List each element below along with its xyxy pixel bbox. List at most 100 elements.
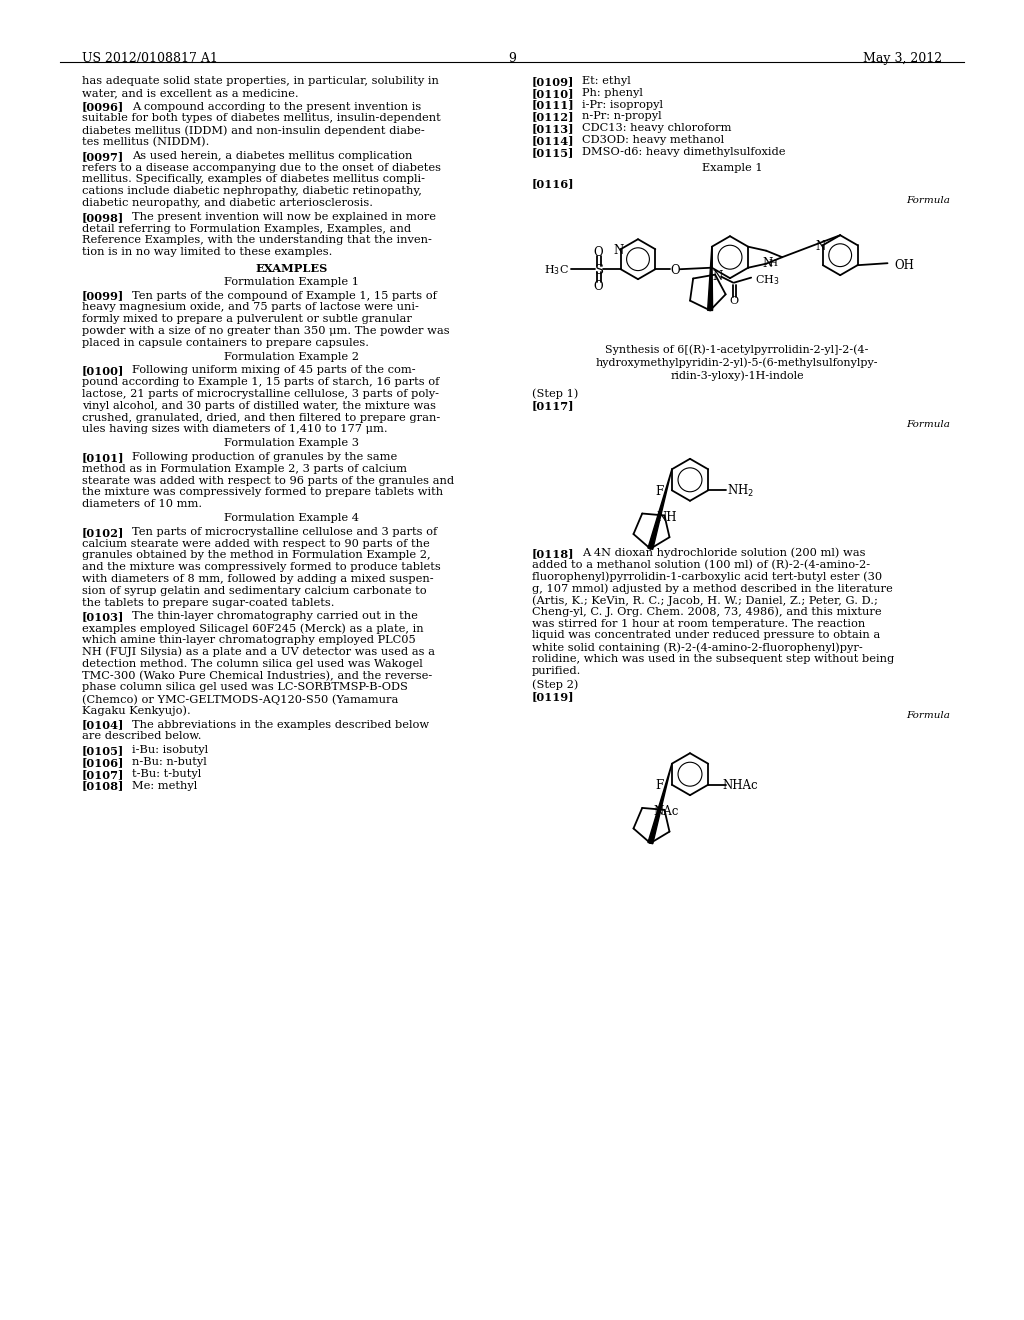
Text: [0108]: [0108] bbox=[82, 780, 124, 792]
Text: has adequate solid state properties, in particular, solubility in: has adequate solid state properties, in … bbox=[82, 77, 439, 86]
Text: May 3, 2012: May 3, 2012 bbox=[863, 51, 942, 65]
Text: tion is in no way limited to these examples.: tion is in no way limited to these examp… bbox=[82, 247, 333, 257]
Text: H$_3$C: H$_3$C bbox=[544, 263, 568, 277]
Text: [0110]: [0110] bbox=[532, 88, 574, 99]
Text: Formula: Formula bbox=[906, 420, 950, 429]
Text: Formulation Example 3: Formulation Example 3 bbox=[224, 438, 359, 449]
Text: Reference Examples, with the understanding that the inven-: Reference Examples, with the understandi… bbox=[82, 235, 432, 246]
Text: tes mellitus (NIDDM).: tes mellitus (NIDDM). bbox=[82, 137, 209, 148]
Text: vinyl alcohol, and 30 parts of distilled water, the mixture was: vinyl alcohol, and 30 parts of distilled… bbox=[82, 401, 436, 411]
Text: hydroxymethylpyridin-2-yl)-5-(6-methylsulfonylpy-: hydroxymethylpyridin-2-yl)-5-(6-methylsu… bbox=[596, 358, 879, 368]
Text: A 4N dioxan hydrochloride solution (200 ml) was: A 4N dioxan hydrochloride solution (200 … bbox=[582, 548, 865, 558]
Text: NH$_2$: NH$_2$ bbox=[727, 483, 754, 499]
Text: A compound according to the present invention is: A compound according to the present inve… bbox=[132, 102, 421, 112]
Text: Kagaku Kenkyujo).: Kagaku Kenkyujo). bbox=[82, 706, 190, 717]
Polygon shape bbox=[708, 247, 713, 310]
Text: Ten parts of the compound of Example 1, 15 parts of: Ten parts of the compound of Example 1, … bbox=[132, 290, 437, 301]
Text: N: N bbox=[613, 244, 624, 256]
Text: (Artis, K.; KeVin, R. C.; Jacob, H. W.; Daniel, Z.; Peter, G. D.;: (Artis, K.; KeVin, R. C.; Jacob, H. W.; … bbox=[532, 595, 878, 606]
Text: examples employed Silicagel 60F245 (Merck) as a plate, in: examples employed Silicagel 60F245 (Merc… bbox=[82, 623, 424, 634]
Text: was stirred for 1 hour at room temperature. The reaction: was stirred for 1 hour at room temperatu… bbox=[532, 619, 865, 628]
Text: t-Bu: t-butyl: t-Bu: t-butyl bbox=[132, 768, 202, 779]
Text: O: O bbox=[594, 280, 603, 293]
Text: O: O bbox=[729, 296, 738, 306]
Text: H: H bbox=[768, 259, 777, 268]
Text: pound according to Example 1, 15 parts of starch, 16 parts of: pound according to Example 1, 15 parts o… bbox=[82, 378, 439, 387]
Text: heavy magnesium oxide, and 75 parts of lactose were uni-: heavy magnesium oxide, and 75 parts of l… bbox=[82, 302, 419, 313]
Text: O: O bbox=[594, 246, 603, 259]
Text: [0111]: [0111] bbox=[532, 99, 574, 111]
Text: are described below.: are described below. bbox=[82, 731, 202, 742]
Text: [0098]: [0098] bbox=[82, 211, 124, 223]
Text: EXAMPLES: EXAMPLES bbox=[256, 263, 328, 275]
Text: placed in capsule containers to prepare capsules.: placed in capsule containers to prepare … bbox=[82, 338, 369, 347]
Text: [0117]: [0117] bbox=[532, 400, 574, 411]
Text: 9: 9 bbox=[508, 51, 516, 65]
Text: Ph: phenyl: Ph: phenyl bbox=[582, 88, 643, 98]
Text: [0113]: [0113] bbox=[532, 123, 574, 135]
Text: The thin-layer chromatography carried out in the: The thin-layer chromatography carried ou… bbox=[132, 611, 418, 622]
Text: detail referring to Formulation Examples, Examples, and: detail referring to Formulation Examples… bbox=[82, 223, 411, 234]
Text: (Chemco) or YMC-GELTMODS-AQ120-S50 (Yamamura: (Chemco) or YMC-GELTMODS-AQ120-S50 (Yama… bbox=[82, 694, 398, 705]
Text: Et: ethyl: Et: ethyl bbox=[582, 77, 631, 86]
Text: [0103]: [0103] bbox=[82, 611, 124, 623]
Text: Formulation Example 4: Formulation Example 4 bbox=[224, 513, 359, 523]
Text: [0107]: [0107] bbox=[82, 768, 124, 780]
Text: lactose, 21 parts of microcrystalline cellulose, 3 parts of poly-: lactose, 21 parts of microcrystalline ce… bbox=[82, 389, 439, 399]
Text: g, 107 mmol) adjusted by a method described in the literature: g, 107 mmol) adjusted by a method descri… bbox=[532, 583, 893, 594]
Text: formly mixed to prepare a pulverulent or subtle granular: formly mixed to prepare a pulverulent or… bbox=[82, 314, 412, 325]
Text: Example 1: Example 1 bbox=[701, 162, 762, 173]
Text: [0099]: [0099] bbox=[82, 290, 124, 301]
Polygon shape bbox=[648, 764, 672, 843]
Polygon shape bbox=[648, 470, 672, 549]
Text: fluorophenyl)pyrrolidin-1-carboxylic acid tert-butyl ester (30: fluorophenyl)pyrrolidin-1-carboxylic aci… bbox=[532, 572, 882, 582]
Text: i-Bu: isobutyl: i-Bu: isobutyl bbox=[132, 746, 208, 755]
Text: Following uniform mixing of 45 parts of the com-: Following uniform mixing of 45 parts of … bbox=[132, 366, 416, 375]
Text: [0109]: [0109] bbox=[532, 77, 574, 87]
Text: diabetic neuropathy, and diabetic arteriosclerosis.: diabetic neuropathy, and diabetic arteri… bbox=[82, 198, 373, 209]
Text: Cheng-yl, C. J. Org. Chem. 2008, 73, 4986), and this mixture: Cheng-yl, C. J. Org. Chem. 2008, 73, 498… bbox=[532, 607, 882, 618]
Text: white solid containing (R)-2-(4-amino-2-fluorophenyl)pyr-: white solid containing (R)-2-(4-amino-2-… bbox=[532, 643, 863, 653]
Text: NHAc: NHAc bbox=[722, 779, 758, 792]
Text: CD3OD: heavy methanol: CD3OD: heavy methanol bbox=[582, 135, 724, 145]
Text: F: F bbox=[655, 484, 664, 498]
Text: diameters of 10 mm.: diameters of 10 mm. bbox=[82, 499, 202, 510]
Text: N: N bbox=[762, 257, 772, 271]
Text: N: N bbox=[712, 271, 722, 282]
Text: Formula: Formula bbox=[906, 711, 950, 721]
Text: powder with a size of no greater than 350 μm. The powder was: powder with a size of no greater than 35… bbox=[82, 326, 450, 337]
Text: suitable for both types of diabetes mellitus, insulin-dependent: suitable for both types of diabetes mell… bbox=[82, 114, 440, 123]
Text: with diameters of 8 mm, followed by adding a mixed suspen-: with diameters of 8 mm, followed by addi… bbox=[82, 574, 433, 583]
Text: (Step 2): (Step 2) bbox=[532, 680, 579, 690]
Text: method as in Formulation Example 2, 3 parts of calcium: method as in Formulation Example 2, 3 pa… bbox=[82, 463, 407, 474]
Text: CDC13: heavy chloroform: CDC13: heavy chloroform bbox=[582, 123, 731, 133]
Text: purified.: purified. bbox=[532, 665, 582, 676]
Text: NH: NH bbox=[656, 511, 677, 524]
Text: water, and is excellent as a medicine.: water, and is excellent as a medicine. bbox=[82, 88, 299, 98]
Text: n-Bu: n-butyl: n-Bu: n-butyl bbox=[132, 756, 207, 767]
Text: which amine thin-layer chromatography employed PLC05: which amine thin-layer chromatography em… bbox=[82, 635, 416, 645]
Text: As used herein, a diabetes mellitus complication: As used herein, a diabetes mellitus comp… bbox=[132, 150, 413, 161]
Text: Ten parts of microcrystalline cellulose and 3 parts of: Ten parts of microcrystalline cellulose … bbox=[132, 527, 437, 537]
Text: DMSO-d6: heavy dimethylsulfoxide: DMSO-d6: heavy dimethylsulfoxide bbox=[582, 147, 785, 157]
Text: [0118]: [0118] bbox=[532, 548, 574, 558]
Text: added to a methanol solution (100 ml) of (R)-2-(4-amino-2-: added to a methanol solution (100 ml) of… bbox=[532, 560, 870, 570]
Text: S: S bbox=[595, 264, 604, 277]
Text: the mixture was compressively formed to prepare tablets with: the mixture was compressively formed to … bbox=[82, 487, 443, 498]
Text: [0112]: [0112] bbox=[532, 111, 574, 123]
Text: Synthesis of 6[(R)-1-acetylpyrrolidin-2-yl]-2-(4-: Synthesis of 6[(R)-1-acetylpyrrolidin-2-… bbox=[605, 345, 868, 355]
Text: Formula: Formula bbox=[906, 197, 950, 205]
Text: [0101]: [0101] bbox=[82, 451, 125, 463]
Text: Formulation Example 2: Formulation Example 2 bbox=[224, 351, 359, 362]
Text: Me: methyl: Me: methyl bbox=[132, 780, 198, 791]
Text: [0114]: [0114] bbox=[532, 135, 574, 147]
Text: OH: OH bbox=[895, 259, 914, 272]
Text: ules having sizes with diameters of 1,410 to 177 μm.: ules having sizes with diameters of 1,41… bbox=[82, 425, 388, 434]
Text: US 2012/0108817 A1: US 2012/0108817 A1 bbox=[82, 51, 218, 65]
Text: [0119]: [0119] bbox=[532, 692, 574, 702]
Text: N: N bbox=[816, 240, 826, 252]
Text: calcium stearate were added with respect to 90 parts of the: calcium stearate were added with respect… bbox=[82, 539, 430, 549]
Text: sion of syrup gelatin and sedimentary calcium carbonate to: sion of syrup gelatin and sedimentary ca… bbox=[82, 586, 427, 595]
Text: cations include diabetic nephropathy, diabetic retinopathy,: cations include diabetic nephropathy, di… bbox=[82, 186, 422, 197]
Text: i-Pr: isopropyl: i-Pr: isopropyl bbox=[582, 99, 663, 110]
